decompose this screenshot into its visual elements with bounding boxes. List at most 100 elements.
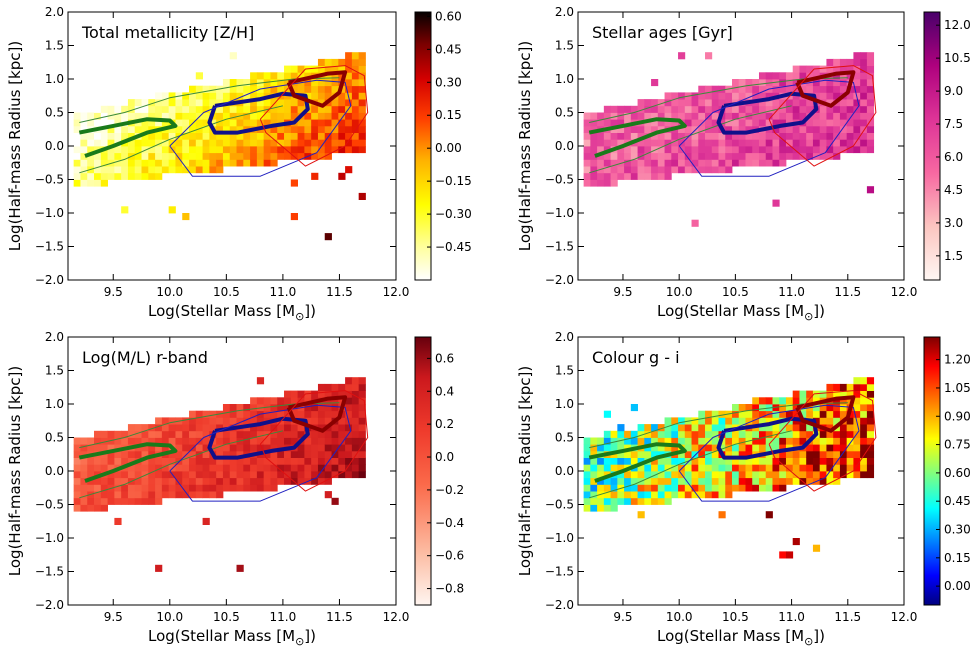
heatmap-cell [175,99,183,107]
heatmap-cell [644,172,652,180]
heatmap-cell [121,430,129,438]
heatmap-cell [141,125,149,133]
heatmap-cell [127,146,136,154]
heatmap-cell [290,424,298,432]
heatmap-cell [222,125,231,133]
contour-green-thick [78,117,178,158]
heatmap-cell [853,397,861,405]
heatmap-cell [590,159,598,167]
heatmap-cell [671,471,679,479]
heatmap-cell [250,484,258,492]
heatmap-cell [236,457,244,465]
heatmap-cell [114,159,122,167]
heatmap-cell [732,437,740,445]
heatmap-cell [765,119,773,127]
heatmap-cell [256,112,265,120]
heatmap-cell [819,410,827,418]
heatmap-cell [297,444,305,452]
heatmap-cell [195,105,203,113]
colorbar-tick-label: −0.8 [435,582,464,596]
heatmap-cell [657,471,665,479]
heatmap-cell [80,146,88,154]
heatmap-cell [202,417,210,425]
heatmap-cell [324,119,332,127]
heatmap-cell [866,52,875,60]
heatmap-cell [785,430,794,438]
heatmap-cell [127,497,136,505]
heatmap-cell [73,457,81,465]
heatmap-cell [738,85,746,93]
heatmap-cell [317,152,326,160]
heatmap-cell [134,139,142,147]
heatmap-cell [664,491,672,499]
heatmap-cell [846,65,854,73]
heatmap-cell [304,437,312,445]
heatmap-cell [624,477,632,485]
heatmap-cell [345,119,353,127]
heatmap-cell [182,457,190,465]
heatmap-cell [73,146,81,154]
heatmap-cell [263,464,271,472]
heatmap-cell [644,471,652,479]
contour-green-thin-lower [589,105,792,174]
heatmap-cell [765,112,773,120]
heatmap-cell [195,430,203,438]
heatmap-cell [338,471,346,479]
heatmap-cell [651,471,659,479]
heatmap-cell [785,450,794,458]
heatmap-cell [839,397,848,405]
heatmap-cell [671,92,679,100]
y-tick-label: −1.0 [545,531,574,545]
colorbar: 1.201.050.900.750.600.450.300.150.00 [923,336,971,606]
colorbar-tick-label: 0.00 [435,141,462,155]
heatmap-cell [243,112,251,120]
heatmap-cell [209,457,217,465]
x-tick-label: 10.5 [213,610,240,624]
heatmap-cell [256,457,265,465]
heatmap-cell [121,132,129,140]
heatmap-cell [331,79,339,87]
heatmap-cell [758,105,767,113]
heatmap-cell [80,119,88,127]
heatmap-cell [732,79,740,87]
heatmap-cell [351,79,360,87]
heatmap-cell [107,491,115,499]
heatmap-cell [229,152,237,160]
heatmap-cell [684,125,692,133]
heatmap-cell [860,424,868,432]
heatmap-cell [698,417,706,425]
heatmap-cell [711,159,719,167]
heatmap-cell [765,132,773,140]
heatmap-cell [624,450,632,458]
heatmap-cell [358,112,366,120]
heatmap-cell [236,430,244,438]
heatmap-cell [80,471,88,479]
heatmap-cell [345,85,353,93]
contour-red-thin [259,390,369,492]
heatmap-cell [182,444,190,452]
heatmap-cell [134,105,142,113]
heatmap-cell [630,491,638,499]
colorbar-tick-label: 1.05 [944,381,971,395]
heatmap-cell [182,146,190,154]
heatmap-cell [738,132,746,140]
heatmap-cell [311,119,319,127]
heatmap-cell [155,464,163,472]
heatmap-cell [657,424,665,432]
heatmap-cell [833,72,841,80]
heatmap-cell [705,159,713,167]
heatmap-cell [812,119,821,127]
heatmap-cell [853,58,861,66]
heatmap-cell [222,79,231,87]
heatmap-cell [114,444,122,452]
heatmap-cell [630,132,638,140]
heatmap-cell [603,491,611,499]
heatmap-cell [297,471,305,479]
heatmap-cell [819,444,827,452]
heatmap-cell [684,146,692,154]
heatmap-cell [317,410,326,418]
heatmap-cell [202,444,210,452]
heatmap-cell [358,424,366,432]
heatmap-cell [358,437,366,445]
heatmap-cell [311,390,319,398]
